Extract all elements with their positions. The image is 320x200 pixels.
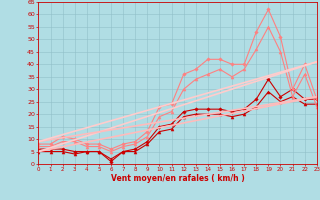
X-axis label: Vent moyen/en rafales ( km/h ): Vent moyen/en rafales ( km/h ) xyxy=(111,174,244,183)
